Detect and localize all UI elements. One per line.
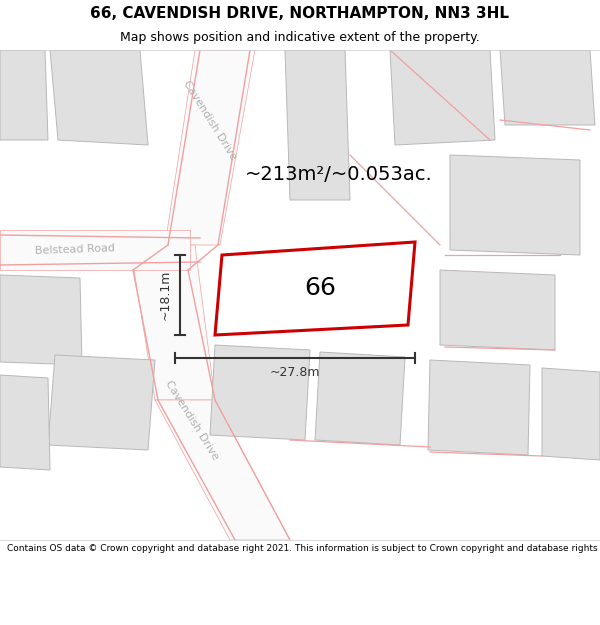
Polygon shape (165, 50, 255, 245)
Polygon shape (440, 270, 555, 350)
Text: Cavendish Drive: Cavendish Drive (181, 79, 239, 161)
Polygon shape (450, 155, 580, 255)
Text: Cavendish Drive: Cavendish Drive (163, 379, 221, 461)
Text: 66, CAVENDISH DRIVE, NORTHAMPTON, NN3 3HL: 66, CAVENDISH DRIVE, NORTHAMPTON, NN3 3H… (91, 6, 509, 21)
Text: Belstead Road: Belstead Road (35, 244, 115, 256)
Polygon shape (542, 368, 600, 460)
Polygon shape (155, 400, 290, 540)
Polygon shape (50, 50, 148, 145)
Polygon shape (0, 50, 48, 140)
Text: ~213m²/~0.053ac.: ~213m²/~0.053ac. (245, 166, 433, 184)
Polygon shape (0, 275, 82, 365)
Polygon shape (130, 245, 215, 400)
Polygon shape (0, 230, 190, 270)
Polygon shape (500, 50, 595, 125)
Polygon shape (0, 375, 50, 470)
Text: Map shows position and indicative extent of the property.: Map shows position and indicative extent… (120, 31, 480, 44)
Polygon shape (210, 345, 310, 440)
Text: Contains OS data © Crown copyright and database right 2021. This information is : Contains OS data © Crown copyright and d… (7, 544, 600, 553)
Polygon shape (428, 360, 530, 455)
Polygon shape (48, 355, 155, 450)
Polygon shape (390, 50, 495, 145)
Text: ~18.1m: ~18.1m (158, 270, 172, 320)
Polygon shape (315, 352, 405, 445)
Text: 66: 66 (304, 276, 336, 300)
Text: ~27.8m: ~27.8m (270, 366, 320, 379)
Polygon shape (285, 50, 350, 200)
